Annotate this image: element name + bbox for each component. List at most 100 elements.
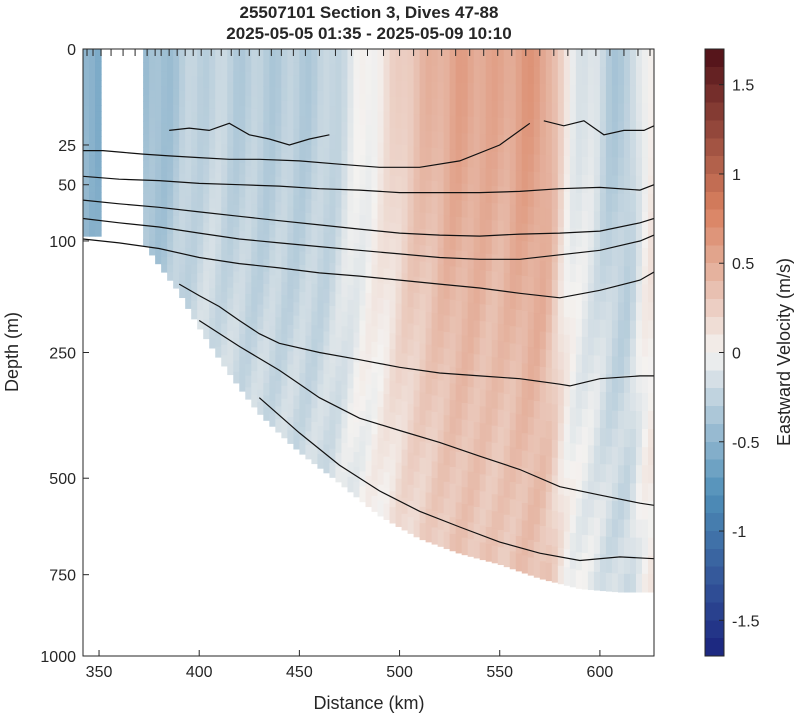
velocity-cell — [311, 435, 319, 451]
velocity-cell — [155, 56, 162, 64]
velocity-cell — [563, 191, 571, 211]
velocity-cell — [557, 280, 565, 300]
velocity-cell — [299, 184, 306, 199]
velocity-cell — [143, 75, 150, 83]
velocity-cell — [377, 235, 385, 252]
velocity-cell — [89, 179, 96, 187]
velocity-cell — [599, 319, 607, 339]
velocity-cell — [149, 83, 156, 91]
velocity-cell — [83, 105, 90, 112]
velocity-cell — [473, 439, 481, 457]
velocity-cell — [143, 147, 150, 155]
velocity-cell — [575, 570, 583, 589]
velocity-cell — [275, 304, 282, 318]
velocity-cell — [215, 69, 222, 81]
velocity-cell — [269, 375, 276, 390]
velocity-cell — [317, 146, 325, 162]
velocity-cell — [599, 391, 607, 411]
velocity-cell — [377, 438, 385, 455]
velocity-cell — [311, 104, 319, 119]
velocity-cell — [647, 537, 654, 557]
velocity-cell — [587, 355, 595, 374]
velocity-cell — [353, 332, 361, 349]
velocity-cell — [371, 280, 379, 297]
velocity-cell — [221, 80, 228, 92]
velocity-cell — [485, 339, 493, 357]
velocity-cell — [563, 495, 571, 515]
velocity-cell — [257, 365, 264, 379]
velocity-cell — [407, 81, 415, 99]
velocity-cell — [611, 266, 619, 285]
velocity-cell — [293, 315, 300, 330]
velocity-cell — [443, 282, 451, 300]
velocity-cell — [575, 372, 583, 392]
velocity-cell — [467, 133, 475, 152]
velocity-cell — [215, 264, 222, 276]
velocity-cell — [299, 386, 306, 401]
velocity-cell — [401, 65, 409, 82]
velocity-cell — [179, 264, 186, 274]
velocity-cell — [389, 254, 397, 271]
velocity-cell — [197, 319, 204, 330]
velocity-cell — [545, 385, 553, 404]
velocity-cell — [545, 438, 553, 458]
velocity-cell — [443, 398, 451, 416]
velocity-cell — [359, 139, 367, 156]
velocity-cell — [455, 166, 463, 184]
velocity-cell — [389, 238, 397, 255]
velocity-cell — [149, 145, 156, 153]
velocity-cell — [515, 188, 523, 207]
velocity-cell — [365, 64, 373, 81]
velocity-cell — [353, 108, 361, 125]
velocity-cell — [203, 184, 210, 195]
velocity-cell — [461, 99, 469, 118]
velocity-cell — [203, 87, 210, 98]
velocity-cell — [281, 113, 288, 128]
velocity-cell — [251, 108, 258, 122]
velocity-cell — [281, 359, 288, 374]
velocity-cell — [485, 117, 493, 135]
velocity-cell — [89, 105, 96, 112]
velocity-cell — [425, 361, 433, 379]
velocity-cell — [293, 142, 300, 157]
velocity-cell — [455, 132, 463, 151]
velocity-cell — [395, 430, 403, 448]
velocity-cell — [239, 368, 246, 381]
velocity-cell — [143, 88, 150, 96]
velocity-cell — [275, 151, 282, 165]
velocity-cell — [473, 150, 481, 169]
velocity-cell — [179, 156, 186, 166]
velocity-cell — [197, 160, 204, 171]
velocity-cell — [305, 308, 312, 323]
velocity-cell — [449, 115, 457, 134]
velocity-cell — [491, 288, 499, 307]
velocity-cell — [233, 138, 240, 150]
velocity-cell — [209, 218, 216, 229]
velocity-cell — [575, 516, 583, 535]
velocity-cell — [371, 218, 379, 235]
velocity-cell — [455, 250, 463, 268]
velocity-cell — [551, 155, 559, 174]
velocity-cell — [491, 271, 499, 290]
velocity-cell — [173, 144, 180, 154]
velocity-cell — [533, 295, 541, 314]
velocity-cell — [647, 67, 654, 86]
velocity-cell — [209, 128, 216, 140]
velocity-cell — [641, 447, 649, 466]
velocity-cell — [599, 464, 607, 483]
velocity-cell — [539, 278, 547, 297]
velocity-cell — [431, 527, 439, 545]
velocity-cell — [149, 206, 156, 215]
velocity-cell — [149, 131, 156, 139]
velocity-cell — [593, 337, 601, 357]
velocity-cell — [311, 283, 319, 299]
velocity-cell — [491, 511, 499, 530]
velocity-cell — [401, 209, 409, 226]
velocity-cell — [311, 187, 319, 202]
velocity-cell — [239, 356, 246, 369]
velocity-cell — [275, 189, 282, 203]
velocity-cell — [269, 137, 276, 151]
velocity-cell — [209, 68, 216, 80]
velocity-cell — [167, 218, 174, 227]
velocity-cell — [281, 87, 288, 102]
